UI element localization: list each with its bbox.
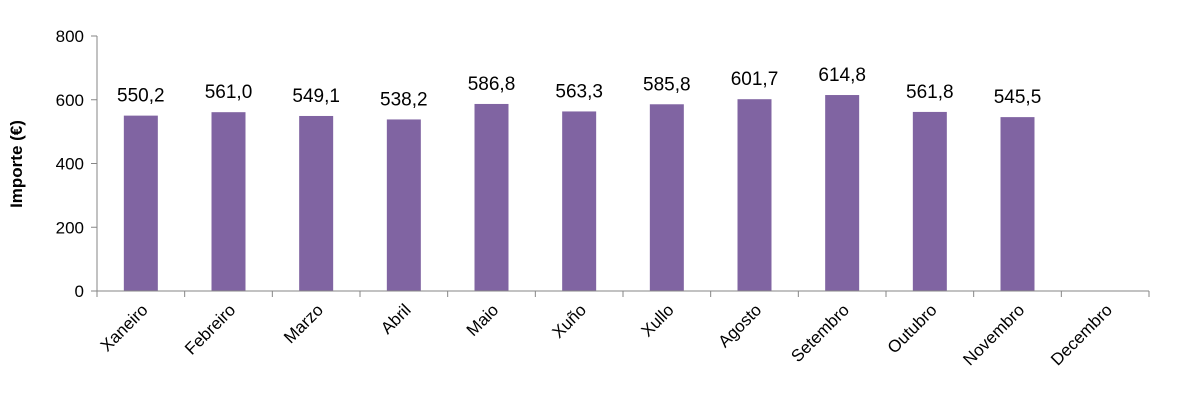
data-label: 561,0 <box>205 82 253 103</box>
bar <box>123 115 158 291</box>
x-axis: Xaneiro Febreiro Marzo Abril Maio Xuño Xullo Ag… <box>96 290 1150 369</box>
bar <box>386 119 421 291</box>
bars-group <box>123 95 1035 292</box>
bar <box>562 111 597 292</box>
y-tick-label: 200 <box>56 218 84 237</box>
x-tick-label: Agosto <box>714 300 765 351</box>
x-tick-label: Febreiro <box>181 300 239 358</box>
x-tick-label: Xuño <box>548 300 590 342</box>
data-label: 614,8 <box>818 65 866 86</box>
data-label: 601,7 <box>731 69 779 90</box>
x-tick-label: Outubro <box>884 300 941 357</box>
bar <box>825 95 860 291</box>
data-label: 563,3 <box>555 81 603 102</box>
bar <box>299 115 334 292</box>
x-tick-label: Maio <box>463 300 502 339</box>
x-tick-label: Novembro <box>959 300 1028 369</box>
data-labels-group: 550,2 561,0 549,1 538,2 586,8 563,3 585,8 601,7… <box>117 65 1041 110</box>
x-tick-label: Xaneiro <box>97 300 152 355</box>
y-tick-label: 600 <box>56 91 84 110</box>
y-axis: 0 200 400 600 800 <box>56 27 98 301</box>
bar <box>211 112 246 292</box>
data-label: 550,2 <box>117 86 165 107</box>
bar <box>649 104 684 292</box>
x-tick-label: Setembro <box>787 300 853 366</box>
data-label: 585,8 <box>643 74 691 95</box>
bar <box>737 99 772 291</box>
data-label: 545,5 <box>994 87 1042 108</box>
y-tick-label: 0 <box>75 282 84 301</box>
data-label: 549,1 <box>292 86 340 107</box>
x-tick-label: Abril <box>377 300 414 337</box>
y-tick-label: 400 <box>56 155 84 174</box>
x-tick-label: Marzo <box>280 300 327 347</box>
y-tick-label: 800 <box>56 27 84 46</box>
y-axis-title: Importe (€) <box>7 120 26 208</box>
bar <box>912 111 947 292</box>
data-label: 538,2 <box>380 89 428 110</box>
bar <box>1000 117 1035 291</box>
bar <box>474 103 509 292</box>
data-label: 586,8 <box>468 74 516 95</box>
data-label: 561,8 <box>906 82 954 103</box>
x-tick-label: Xullo <box>637 300 677 340</box>
x-tick-label: Decembro <box>1047 300 1116 369</box>
